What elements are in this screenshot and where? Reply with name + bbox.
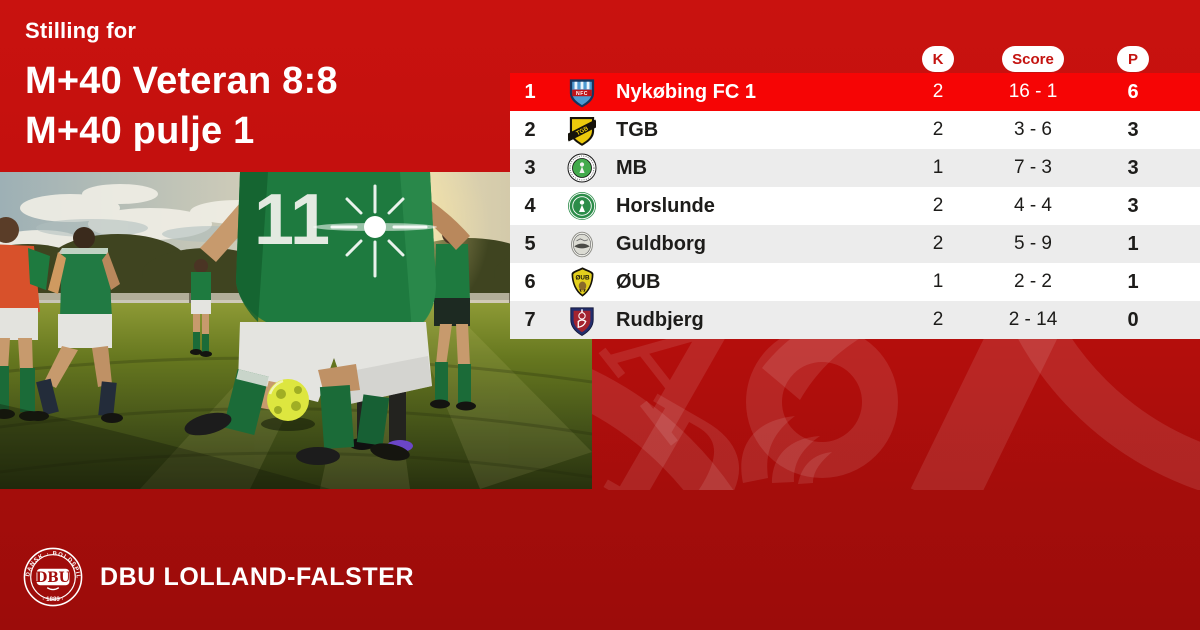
standings-header: K Score P — [510, 45, 1200, 73]
team-name: ØUB — [616, 270, 661, 293]
table-row: 6 ØUB ØUB 1 2 - 2 1 — [510, 263, 1200, 301]
footer: DANSK · BOLDSPIL · UNION · 1889 · DBU DB… — [22, 545, 414, 609]
team-name: Horslunde — [616, 194, 715, 217]
position-number: 5 — [524, 232, 536, 255]
goal-score: 2 - 2 — [1013, 271, 1053, 292]
matches-played: 1 — [932, 271, 944, 292]
crest-year-text: · 1889 · — [42, 596, 63, 603]
matches-played: 2 — [932, 119, 944, 140]
svg-text:TGB: TGB — [576, 125, 591, 136]
football — [261, 379, 315, 431]
points: 0 — [1127, 308, 1139, 331]
standings-table: K Score P 1 NFC Nykøbing FC 1 2 16 - 1 6 2 T… — [510, 45, 1200, 339]
goal-score: 2 - 14 — [1008, 309, 1058, 330]
nykobing-fc-logo: NFC — [550, 76, 614, 109]
column-header-score: Score — [1002, 46, 1064, 72]
team-name: Guldborg — [616, 232, 706, 255]
team-name: MB — [616, 156, 648, 179]
player-figure — [190, 259, 212, 357]
table-row: 7 Rudbjerg 2 2 - 14 0 — [510, 301, 1200, 339]
standings-rows: 1 NFC Nykøbing FC 1 2 16 - 1 6 2 TGB TGB 2 3 -… — [510, 73, 1200, 339]
position-number: 7 — [524, 308, 536, 331]
column-header-p: P — [1117, 46, 1149, 72]
mb-logo — [550, 153, 614, 183]
tgb-logo: TGB — [550, 114, 614, 147]
matches-played: 2 — [932, 233, 944, 254]
matches-played: 1 — [932, 157, 944, 178]
player-figure — [27, 227, 123, 423]
points: 6 — [1127, 80, 1139, 103]
table-row: 3 MB 1 7 - 3 3 — [510, 149, 1200, 187]
match-photo: 11 — [0, 172, 592, 489]
title-line-2: M+40 pulje 1 — [25, 110, 255, 152]
position-number: 1 — [524, 80, 536, 103]
goal-score: 7 - 3 — [1013, 157, 1053, 178]
position-number: 6 — [524, 270, 536, 293]
points: 1 — [1127, 270, 1139, 293]
guldborg-logo — [550, 229, 614, 260]
organization-name: DBU LOLLAND-FALSTER — [100, 562, 415, 591]
matches-played: 2 — [932, 195, 944, 216]
svg-text:NFC: NFC — [576, 90, 588, 96]
oub-logo: ØUB — [550, 266, 614, 298]
table-row: 4 Horslunde 2 4 - 4 3 — [510, 187, 1200, 225]
matches-played: 2 — [932, 309, 944, 330]
page-title: Stilling for M+40 Veteran 8:8 M+40 pulje… — [25, 18, 338, 156]
dbu-crest-logo: DANSK · BOLDSPIL · UNION · 1889 · DBU — [22, 546, 83, 607]
team-name: Nykøbing FC 1 — [616, 80, 757, 103]
rudbjerg-logo — [550, 304, 614, 337]
team-name: TGB — [616, 118, 659, 141]
title-line-1: M+40 Veteran 8:8 — [25, 60, 338, 102]
position-number: 3 — [524, 156, 536, 179]
goal-score: 5 - 9 — [1013, 233, 1053, 254]
table-row: 5 Guldborg 2 5 - 9 1 — [510, 225, 1200, 263]
points: 3 — [1127, 194, 1139, 217]
position-number: 2 — [524, 118, 536, 141]
table-row: 2 TGB TGB 2 3 - 6 3 — [510, 111, 1200, 149]
goal-score: 3 - 6 — [1013, 119, 1053, 140]
matches-played: 2 — [932, 81, 944, 102]
title-eyebrow: Stilling for — [25, 18, 137, 43]
column-header-k: K — [922, 46, 954, 72]
crest-monogram: DBU — [35, 570, 70, 586]
team-name: Rudbjerg — [616, 308, 704, 331]
player-figure-main: 11 — [184, 172, 470, 465]
player-figure — [430, 224, 476, 411]
svg-text:11: 11 — [254, 180, 330, 260]
svg-text:ØUB: ØUB — [575, 274, 589, 281]
points: 1 — [1127, 232, 1139, 255]
table-row: 1 NFC Nykøbing FC 1 2 16 - 1 6 — [510, 73, 1200, 111]
points: 3 — [1127, 156, 1139, 179]
sun-icon — [313, 184, 437, 278]
horslunde-logo — [550, 191, 614, 221]
position-number: 4 — [524, 194, 536, 217]
player-figure — [0, 217, 50, 421]
goal-score: 16 - 1 — [1008, 81, 1058, 102]
points: 3 — [1127, 118, 1139, 141]
goal-score: 4 - 4 — [1013, 195, 1053, 216]
